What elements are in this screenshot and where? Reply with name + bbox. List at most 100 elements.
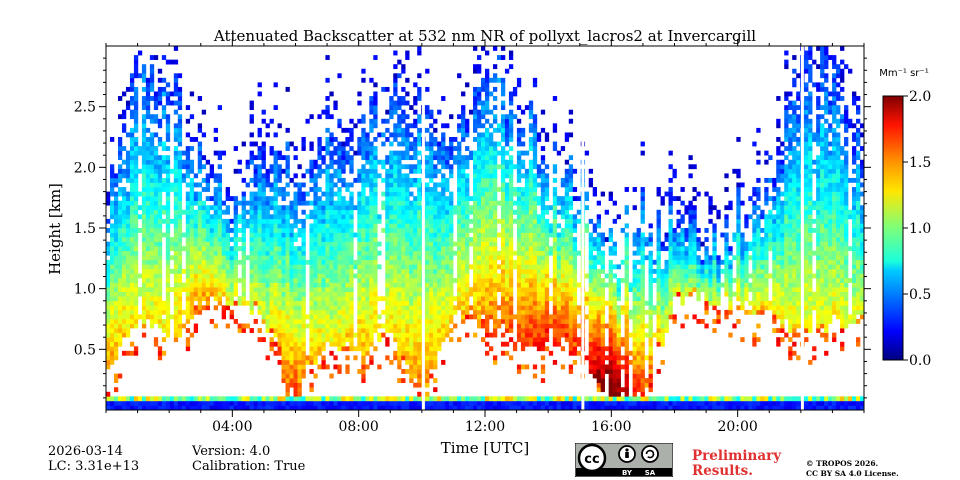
- heatmap-cell: [173, 91, 179, 97]
- heatmap-cell: [333, 305, 338, 311]
- heatmap-cell: [301, 341, 306, 347]
- heatmap-cell: [341, 241, 346, 247]
- heatmap-cell: [413, 259, 418, 265]
- heatmap-cell: [129, 237, 135, 242]
- heatmap-cell: [177, 150, 183, 156]
- heatmap-cell: [301, 250, 306, 256]
- heatmap-cell: [241, 196, 246, 201]
- heatmap-cell: [552, 300, 558, 306]
- heatmap-cell: [540, 264, 546, 270]
- heatmap-cell: [117, 218, 123, 224]
- heatmap-cell: [457, 259, 462, 265]
- heatmap-cell: [508, 168, 514, 174]
- heatmap-cell: [145, 278, 151, 283]
- heatmap-cell: [369, 328, 374, 333]
- heatmap-cell: [153, 296, 159, 302]
- heatmap-cell: [425, 314, 430, 320]
- heatmap-cell: [301, 364, 306, 370]
- heatmap-cell: [477, 191, 482, 197]
- heatmap-cell: [365, 146, 370, 151]
- heatmap-cell: [393, 273, 398, 279]
- heatmap-cell: [405, 246, 410, 252]
- heatmap-cell: [109, 237, 115, 242]
- heatmap-cell: [277, 332, 282, 338]
- heatmap-cell: [536, 132, 542, 138]
- heatmap-cell: [153, 405, 159, 410]
- heatmap-cell: [544, 282, 550, 288]
- heatmap-cell: [449, 396, 454, 402]
- heatmap-cell: [173, 250, 179, 256]
- heatmap-cell: [528, 255, 534, 261]
- heatmap-cell: [449, 114, 454, 120]
- heatmap-cell: [281, 191, 286, 197]
- heatmap-cell: [337, 205, 342, 211]
- heatmap-cell: [209, 396, 215, 402]
- heatmap-cell: [317, 400, 322, 406]
- heatmap-cell: [369, 96, 374, 101]
- heatmap-cell: [261, 255, 266, 261]
- heatmap-cell: [317, 196, 322, 201]
- heatmap-cell: [504, 150, 510, 156]
- heatmap-cell: [157, 255, 163, 261]
- heatmap-cell: [469, 228, 474, 233]
- heatmap-cell: [313, 237, 318, 242]
- heatmap-cell: [413, 291, 418, 297]
- heatmap-cell: [121, 232, 127, 238]
- heatmap-cell: [117, 155, 123, 161]
- heatmap-cell: [321, 218, 326, 224]
- heatmap-cell: [257, 173, 262, 179]
- heatmap-cell: [445, 305, 450, 311]
- heatmap-cell: [149, 73, 155, 79]
- heatmap-cell: [161, 400, 167, 406]
- heatmap-cell: [273, 191, 278, 197]
- heatmap-cell: [213, 246, 219, 252]
- heatmap-cell: [365, 259, 370, 265]
- heatmap-cell: [461, 255, 466, 261]
- heatmap-cell: [449, 291, 454, 297]
- heatmap-cell: [397, 337, 402, 343]
- heatmap-cell: [129, 241, 135, 247]
- heatmap-cell: [333, 259, 338, 265]
- heatmap-cell: [492, 73, 498, 79]
- heatmap-cell: [481, 291, 486, 297]
- heatmap-cell: [329, 159, 334, 165]
- heatmap-cell: [433, 200, 438, 206]
- heatmap-cell: [149, 164, 155, 170]
- heatmap-cell: [492, 191, 498, 197]
- heatmap-cell: [257, 223, 262, 229]
- heatmap-cell: [325, 300, 330, 306]
- heatmap-cell: [492, 241, 498, 247]
- heatmap-cell: [293, 232, 298, 238]
- heatmap-cell: [129, 77, 135, 83]
- heatmap-cell: [409, 132, 414, 138]
- heatmap-cell: [437, 337, 442, 343]
- heatmap-cell: [253, 218, 258, 224]
- heatmap-cell: [141, 168, 147, 174]
- heatmap-cell: [177, 255, 183, 261]
- heatmap-cell: [153, 268, 159, 274]
- heatmap-cell: [117, 250, 123, 256]
- heatmap-cell: [492, 223, 498, 229]
- heatmap-cell: [145, 309, 151, 315]
- heatmap-cell: [449, 209, 454, 215]
- heatmap-cell: [453, 146, 458, 151]
- heatmap-cell: [257, 91, 262, 97]
- heatmap-cell: [185, 282, 191, 288]
- heatmap-cell: [516, 232, 522, 238]
- heatmap-cell: [149, 223, 155, 229]
- heatmap-cell: [536, 300, 542, 306]
- heatmap-cell: [117, 405, 123, 410]
- heatmap-cell: [485, 164, 490, 170]
- heatmap-cell: [465, 164, 470, 170]
- heatmap-cell: [137, 314, 143, 320]
- heatmap-cell: [441, 159, 446, 165]
- heatmap-cell: [313, 214, 318, 220]
- heatmap-cell: [516, 237, 522, 242]
- heatmap-cell: [201, 132, 207, 138]
- heatmap-cell: [457, 287, 462, 292]
- heatmap-cell: [485, 168, 490, 174]
- heatmap-cell: [465, 232, 470, 238]
- heatmap-cell: [508, 255, 514, 261]
- heatmap-cell: [145, 291, 151, 297]
- heatmap-cell: [193, 259, 199, 265]
